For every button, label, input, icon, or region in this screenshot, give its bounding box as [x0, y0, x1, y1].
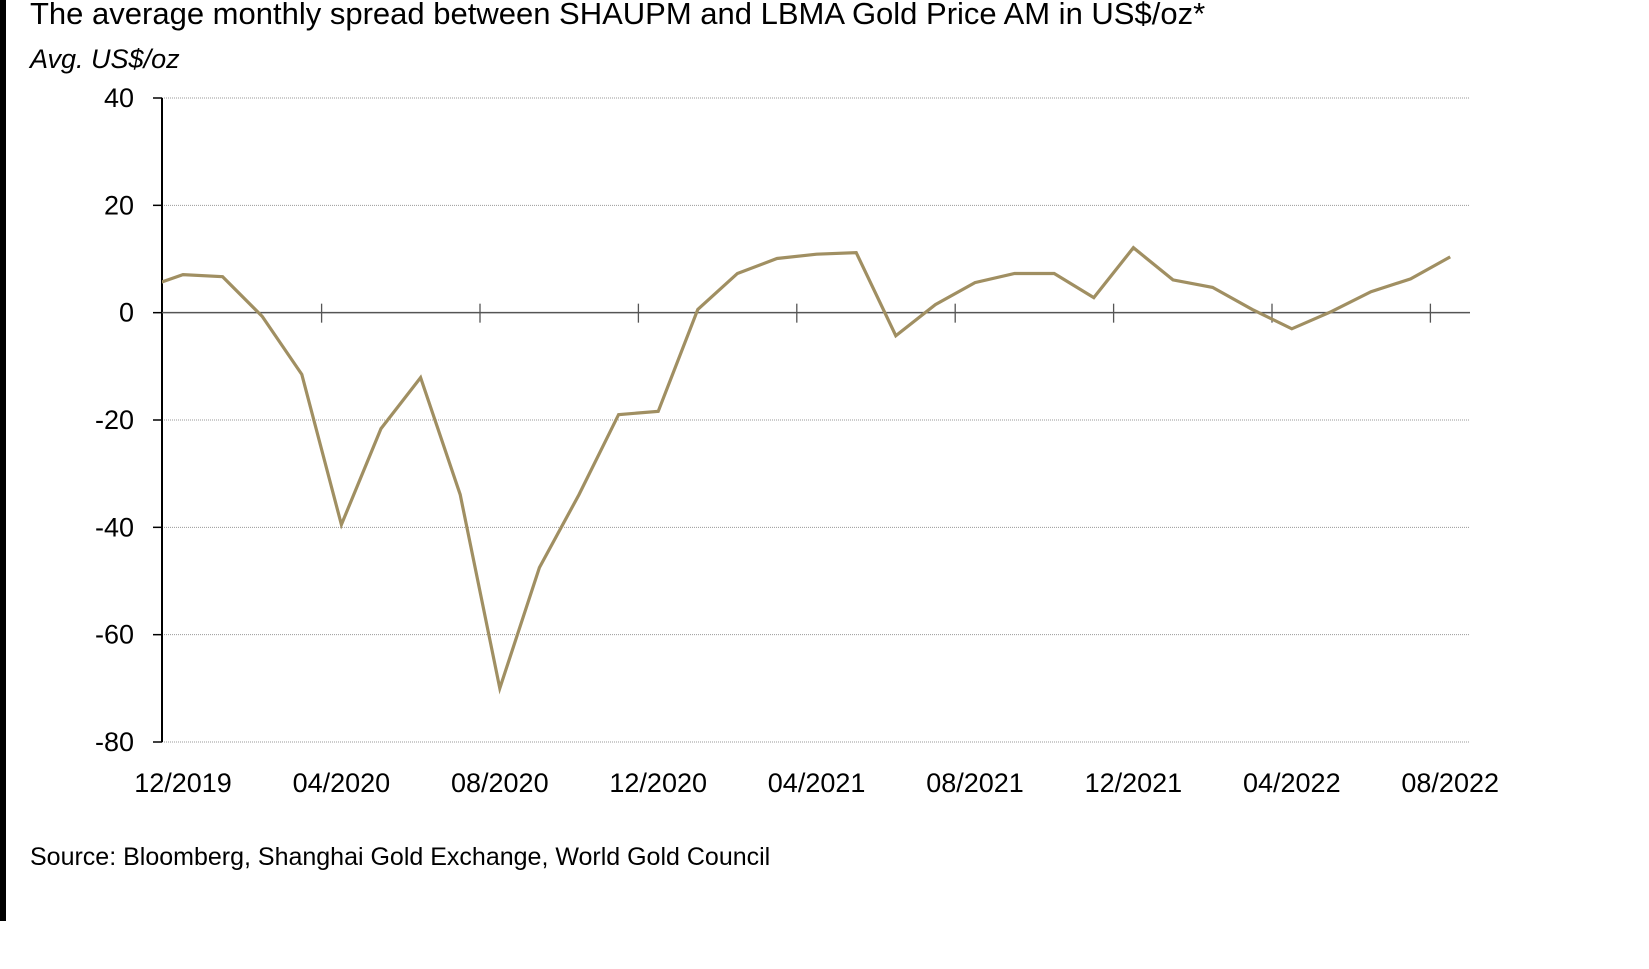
x-tick-label: 08/2021	[926, 768, 1024, 798]
x-tick-label: 08/2020	[451, 768, 549, 798]
y-tick-label: 40	[104, 83, 134, 113]
x-tick-label: 08/2022	[1401, 768, 1499, 798]
chart-subtitle: Avg. US$/oz	[30, 44, 180, 74]
series-lines	[162, 245, 1451, 695]
y-tick-label: 0	[119, 298, 134, 328]
x-tick-label: 04/2021	[768, 768, 866, 798]
y-tick-label: -20	[95, 405, 134, 435]
left-border	[0, 0, 6, 921]
x-tick-label: 12/2020	[609, 768, 707, 798]
x-axis: 12/2019 04/2020 08/2020 12/2020 04/2021 08/20…	[134, 303, 1499, 798]
gridlines	[162, 97, 1470, 743]
y-axis: 40 20 0 -20 -40 -60 -80	[95, 83, 163, 757]
x-tick-label: 12/2021	[1085, 768, 1183, 798]
y-tick-label: -80	[95, 727, 134, 757]
series-line	[162, 245, 1451, 695]
x-tick-label: 04/2020	[293, 768, 391, 798]
x-tick-label: 12/2019	[134, 768, 232, 798]
y-tick-label: 20	[104, 190, 134, 220]
source-note: Source: Bloomberg, Shanghai Gold Exchang…	[30, 843, 771, 871]
y-tick-label: -60	[95, 620, 134, 650]
y-tick-label: -40	[95, 512, 134, 542]
x-tick-label: 04/2022	[1243, 768, 1341, 798]
chart-title: The average monthly spread between SHAUP…	[30, 0, 1206, 31]
